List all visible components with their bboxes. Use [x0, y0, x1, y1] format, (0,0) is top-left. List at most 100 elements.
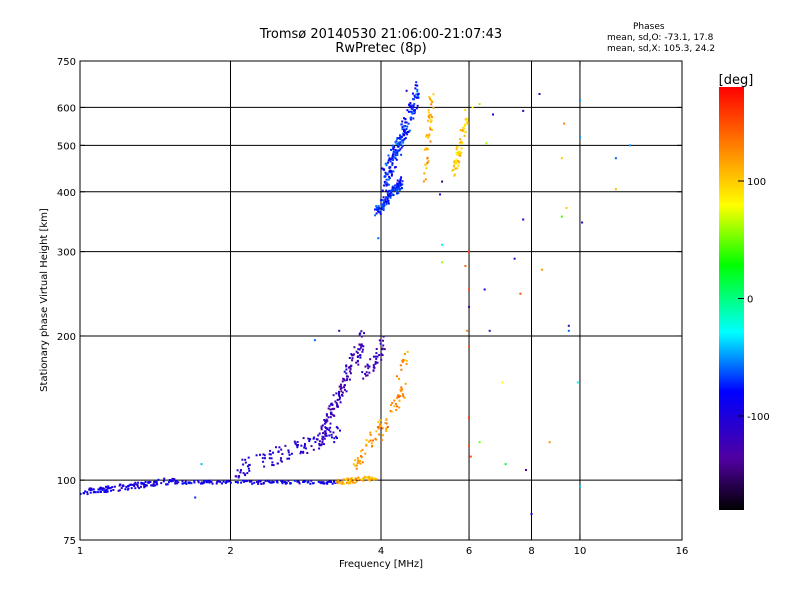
data-point: [406, 109, 409, 112]
data-point: [405, 362, 408, 365]
data-point: [381, 204, 384, 207]
data-point: [229, 481, 232, 484]
data-point: [403, 359, 406, 362]
data-point: [360, 456, 363, 459]
data-point: [166, 483, 169, 486]
data-point: [171, 477, 174, 480]
data-point: [459, 129, 462, 132]
data-point: [284, 444, 287, 447]
data-point: [339, 429, 341, 432]
data-point: [373, 477, 376, 480]
data-point: [380, 439, 383, 442]
data-point: [375, 207, 378, 210]
data-point: [261, 457, 264, 460]
data-point: [377, 205, 380, 208]
data-point: [310, 479, 313, 482]
data-point: [175, 479, 178, 482]
data-point: [321, 424, 324, 427]
data-point: [565, 207, 568, 209]
data-point: [483, 288, 486, 291]
data-point: [560, 215, 563, 218]
data-point: [348, 357, 351, 359]
data-point: [391, 402, 394, 405]
data-point: [362, 377, 365, 380]
data-point: [367, 440, 370, 443]
data-point: [92, 491, 95, 494]
data-point: [382, 339, 384, 342]
data-point: [284, 481, 287, 484]
x-axis-label: Frequency [MHz]: [339, 559, 423, 570]
data-point: [263, 454, 266, 457]
data-point: [563, 122, 566, 125]
data-point: [326, 481, 329, 484]
data-point: [299, 452, 302, 455]
data-point: [359, 356, 362, 359]
data-point: [102, 487, 105, 490]
data-point: [333, 437, 336, 440]
data-point: [401, 128, 404, 130]
data-point: [393, 146, 396, 148]
data-point: [154, 484, 157, 487]
chart-subtitle: RwPretec (8p): [335, 41, 427, 56]
data-point: [350, 480, 353, 483]
data-point: [391, 157, 394, 160]
data-point: [378, 425, 381, 428]
data-point: [240, 481, 243, 484]
y-tick-label: 750: [57, 57, 76, 68]
data-point: [346, 378, 349, 381]
data-point: [338, 329, 341, 332]
data-point: [492, 113, 494, 116]
data-point: [462, 127, 465, 130]
data-point: [336, 437, 338, 440]
data-point: [314, 441, 317, 444]
data-point: [353, 479, 356, 481]
data-point: [105, 489, 108, 491]
data-point: [197, 481, 200, 484]
data-point: [405, 127, 408, 130]
data-point: [382, 335, 385, 338]
data-point: [281, 453, 284, 455]
data-point: [389, 158, 392, 161]
data-point: [338, 385, 341, 388]
data-point: [341, 394, 344, 397]
data-point: [362, 345, 365, 348]
data-point: [330, 436, 333, 439]
data-point: [464, 118, 467, 121]
data-point: [399, 184, 402, 187]
data-point: [150, 484, 153, 487]
data-point: [410, 106, 413, 108]
data-point: [242, 463, 245, 466]
data-point: [394, 154, 397, 157]
data-point: [380, 352, 383, 355]
data-point: [336, 427, 339, 430]
data-point: [197, 479, 200, 482]
data-point: [478, 103, 481, 105]
data-point: [466, 329, 469, 332]
data-point: [321, 441, 324, 443]
data-point: [335, 480, 338, 483]
data-point: [400, 146, 403, 149]
data-point: [382, 206, 385, 209]
data-point: [403, 117, 405, 120]
data-point: [382, 196, 385, 199]
data-point: [412, 104, 415, 107]
data-point: [277, 450, 280, 453]
x-tick-label: 2: [227, 546, 233, 557]
data-point: [129, 484, 132, 486]
data-point: [394, 187, 397, 190]
data-point: [374, 355, 377, 358]
data-point: [361, 448, 364, 451]
data-point: [188, 482, 191, 485]
data-point: [257, 481, 259, 484]
data-point: [414, 109, 416, 112]
data-point: [110, 489, 112, 492]
data-point: [402, 395, 405, 398]
data-point: [324, 420, 327, 423]
data-point: [353, 346, 356, 349]
y-axis-label: Stationary phase Virtual Height [km]: [39, 208, 50, 392]
data-point: [426, 156, 429, 159]
data-point: [325, 427, 327, 430]
data-point: [395, 143, 398, 146]
data-point: [347, 482, 350, 485]
phases-annotation-x: mean, sd,X: 105.3, 24.2: [607, 44, 716, 54]
